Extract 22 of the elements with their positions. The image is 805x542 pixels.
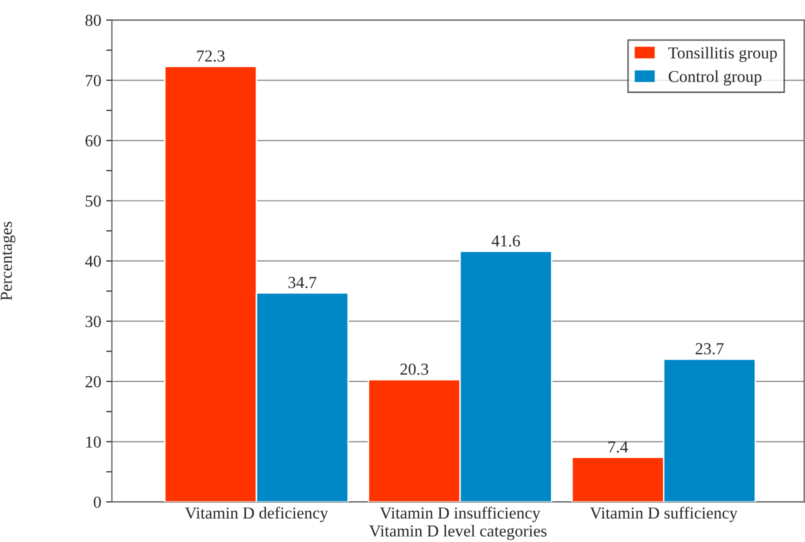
data-label: 34.7 — [288, 276, 316, 288]
y-tick-label: 40 — [85, 256, 101, 267]
x-tick-label: Vitamin D insufficiency — [380, 506, 540, 522]
y-tick-label: 10 — [86, 436, 101, 448]
y-tick-label: 60 — [86, 135, 101, 146]
data-label: 20.3 — [400, 364, 428, 375]
y-tick-label: 0 — [94, 496, 101, 508]
y-tick-label: 30 — [86, 316, 101, 328]
y-tick-label: 50 — [86, 195, 101, 207]
x-tick-label: Vitamin D deficiency — [184, 506, 328, 522]
y-tick-label: 80 — [85, 14, 101, 26]
y-axis-title: Percentages — [0, 222, 16, 300]
legend-label: Control group — [668, 70, 762, 86]
data-label: 41.6 — [492, 235, 520, 247]
y-tick-label: 70 — [86, 74, 101, 86]
data-label: 23.7 — [696, 343, 724, 354]
y-tick-label: 20 — [86, 376, 101, 388]
data-label: 72.3 — [197, 50, 225, 62]
legend-label: Tonsillitis group — [668, 46, 777, 62]
data-label: 7.4 — [608, 441, 628, 453]
x-tick-label: Vitamin D sufficiency — [590, 506, 738, 522]
x-axis-title: Vitamin D level categories — [369, 524, 546, 540]
